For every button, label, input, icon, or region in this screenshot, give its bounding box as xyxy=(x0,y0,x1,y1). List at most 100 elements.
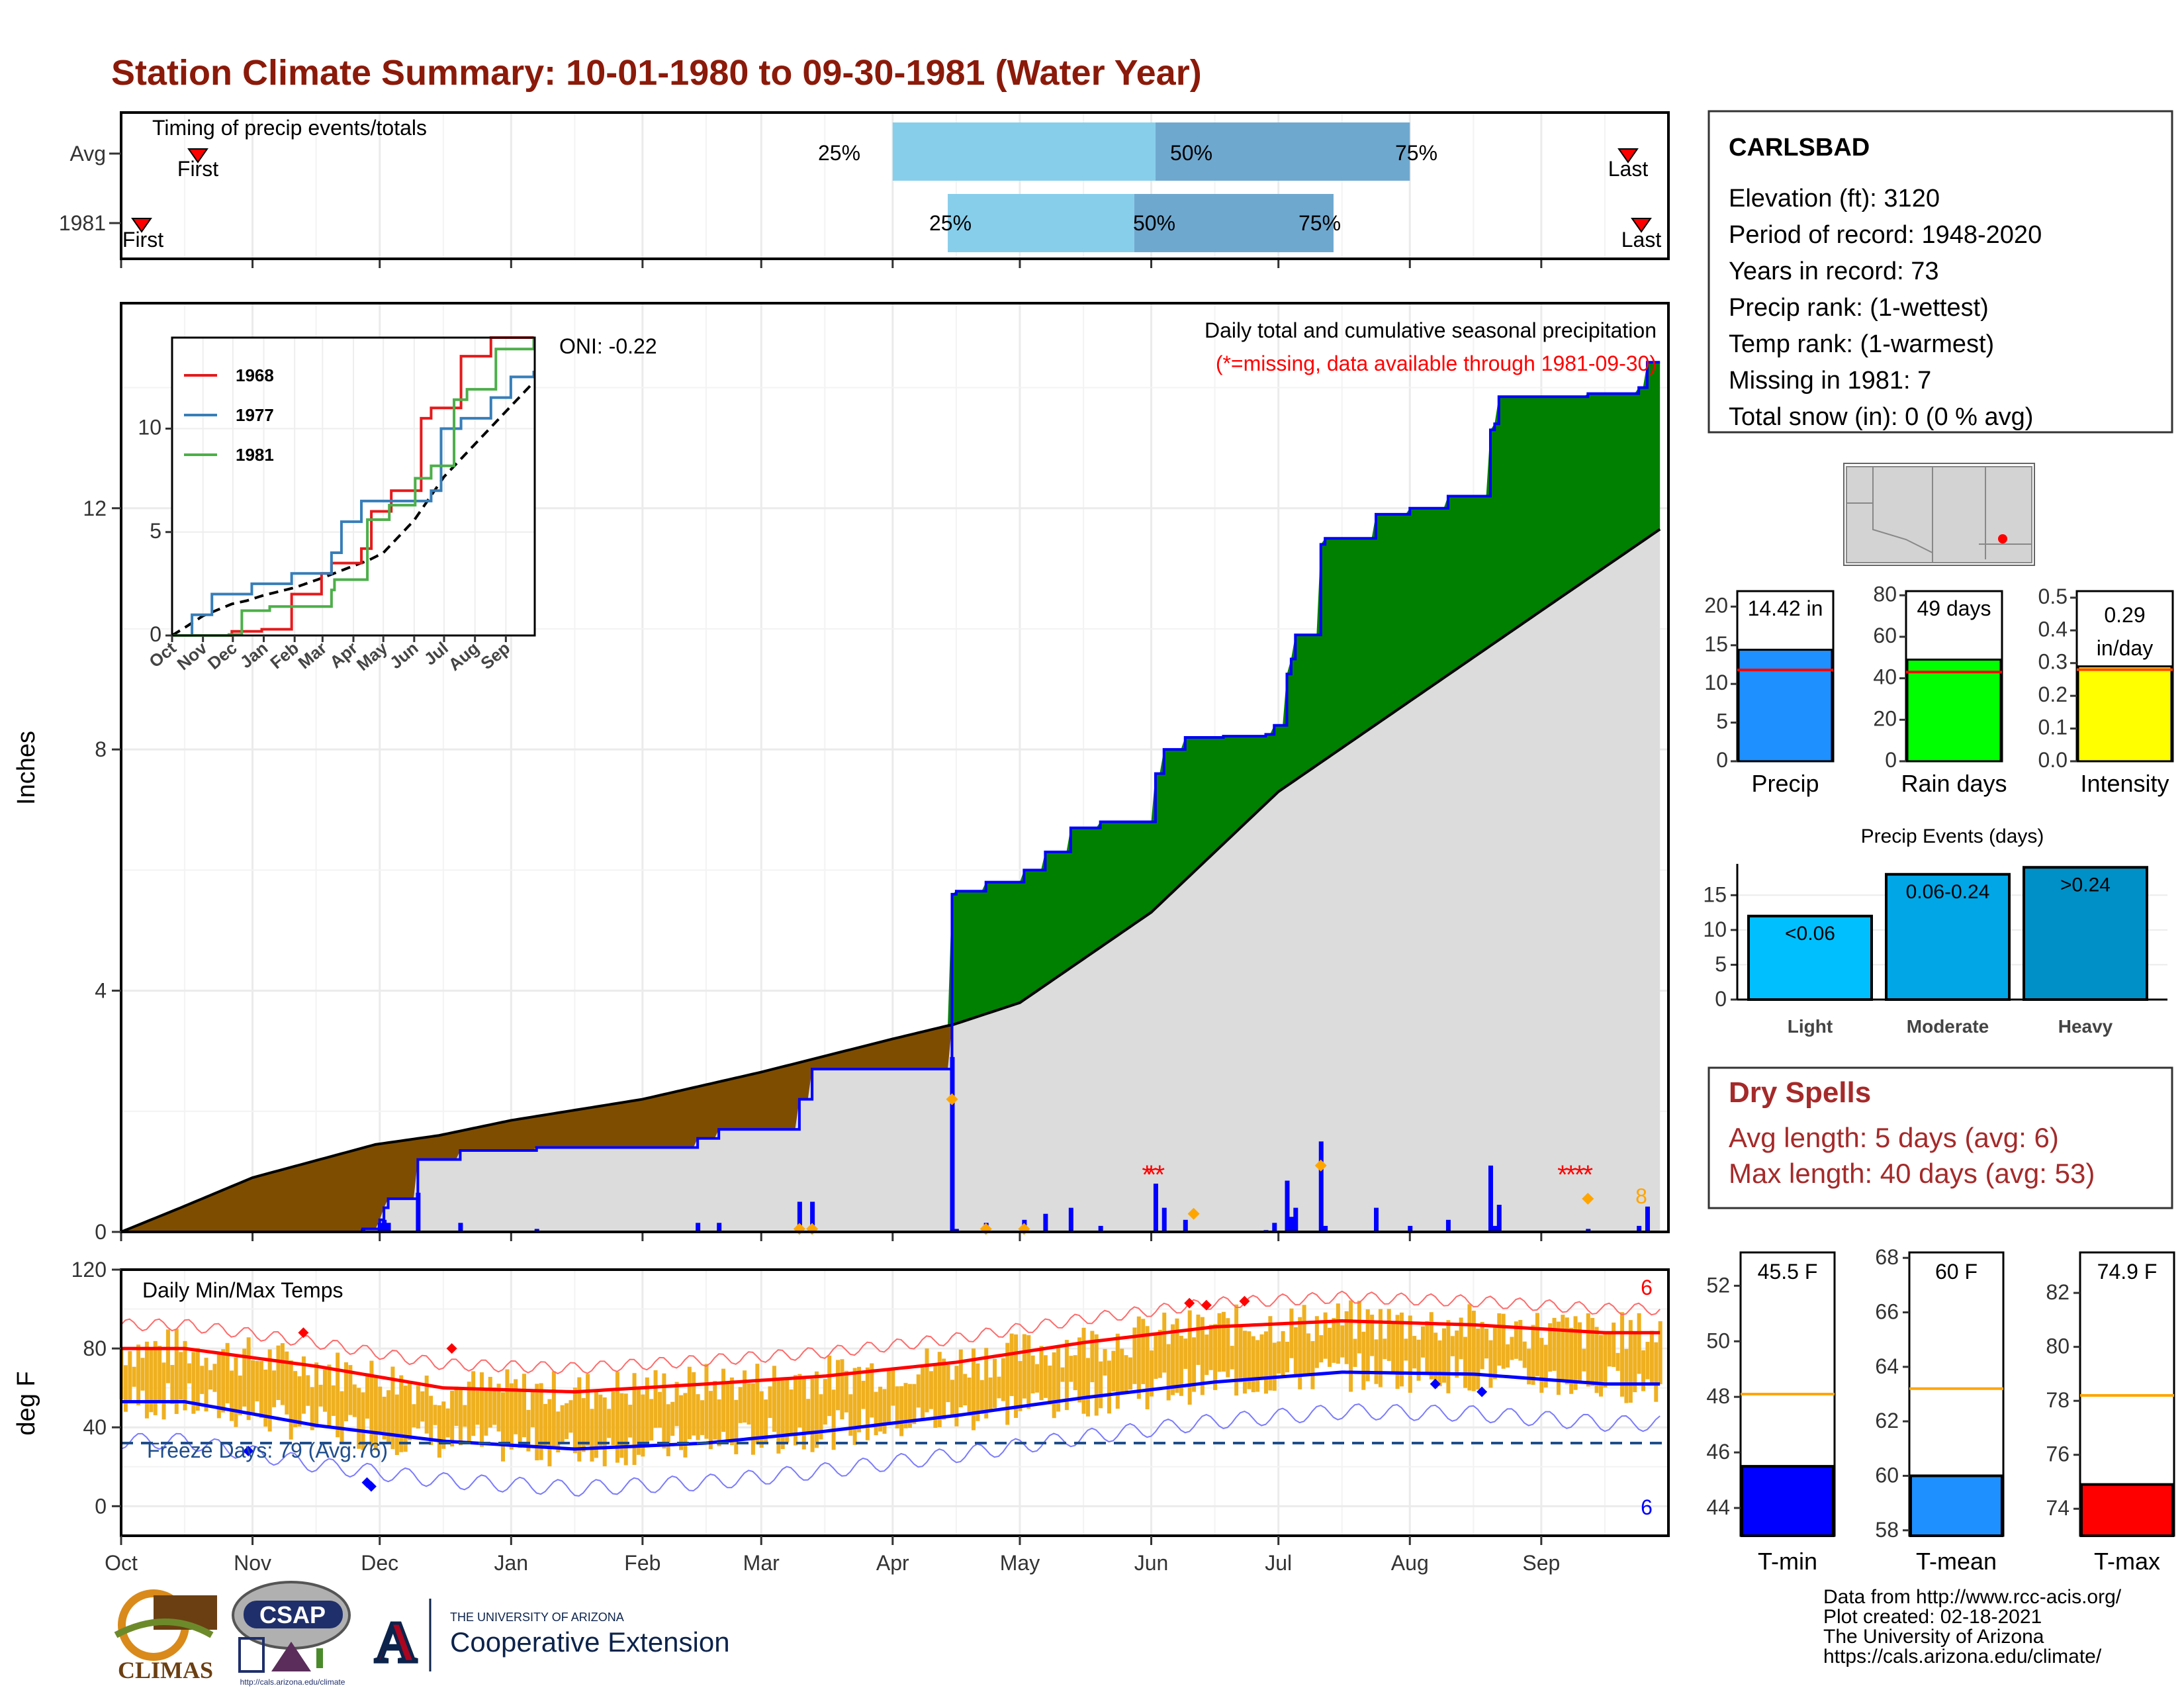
daily-temp-bar xyxy=(1030,1355,1035,1393)
daily-temp-bar xyxy=(636,1386,641,1455)
daily-temp-bar xyxy=(518,1389,522,1448)
daily-temp-bar xyxy=(810,1378,815,1452)
daily-temp-bar xyxy=(823,1379,827,1425)
daily-temp-bar xyxy=(340,1391,344,1442)
daily-temp-bar xyxy=(801,1378,806,1450)
daily-temp-bar xyxy=(641,1394,645,1457)
daily-precip-bar xyxy=(1068,1207,1073,1232)
mini-chart-ytick-label: 20 xyxy=(1704,593,1728,617)
daily-precip-bar xyxy=(1293,1207,1298,1232)
daily-temp-bar xyxy=(191,1352,196,1414)
precip-ylabel: Inches xyxy=(13,731,40,805)
ua-cooperative-extension: Cooperative Extension xyxy=(450,1626,730,1658)
daily-temp-bar xyxy=(293,1371,298,1427)
daily-temp-bar xyxy=(285,1351,289,1415)
daily-temp-bar xyxy=(230,1370,234,1421)
daily-temp-bar xyxy=(1196,1314,1201,1365)
daily-precip-bar xyxy=(717,1223,722,1232)
temp-summary-bar xyxy=(2080,1483,2174,1538)
mini-chart-value-label: 14.42 in xyxy=(1748,596,1823,620)
daily-temp-bar xyxy=(993,1358,997,1409)
daily-temp-bar xyxy=(1277,1341,1281,1374)
avg-first-marker xyxy=(187,148,208,164)
daily-temp-bar xyxy=(1213,1324,1218,1390)
daily-temp-bar xyxy=(679,1395,684,1450)
daily-temp-bar xyxy=(1522,1341,1527,1368)
daily-temp-bar xyxy=(836,1360,841,1411)
daily-temp-bar xyxy=(1217,1313,1222,1372)
temp-summary-ytick-label: 62 xyxy=(1875,1409,1899,1432)
daily-temp-bar xyxy=(500,1392,505,1462)
daily-temp-bar xyxy=(128,1350,132,1402)
mini-chart-ytick-label: 0.5 xyxy=(2038,585,2068,608)
daily-temp-bar xyxy=(267,1349,272,1432)
mini-chart-ytick-label: 15 xyxy=(1704,632,1728,656)
daily-temp-bar xyxy=(1154,1333,1158,1380)
temp-summary-ytick-label: 74 xyxy=(2046,1496,2070,1520)
footer-line-4: https://cals.arizona.edu/climate/ xyxy=(1823,1646,2102,1667)
daily-temp-bar xyxy=(1124,1355,1128,1393)
daily-temp-bar xyxy=(1251,1336,1255,1393)
missing-day-marker: * xyxy=(1142,1160,1152,1190)
daily-temp-bar xyxy=(467,1382,471,1443)
temp-summary-ytick-label: 58 xyxy=(1875,1518,1899,1542)
precip-ytick-label: 8 xyxy=(95,737,107,761)
mini-chart-bar xyxy=(2077,665,2173,763)
daily-temp-bar xyxy=(1314,1316,1319,1368)
missing-day-marker: * xyxy=(1557,1160,1568,1190)
above-average-area xyxy=(121,362,1661,1233)
daily-temp-bar xyxy=(738,1387,743,1423)
daily-temp-bar xyxy=(1437,1340,1442,1387)
tmax-records-count: 6 xyxy=(1641,1276,1653,1299)
daily-temp-bar xyxy=(1103,1348,1107,1376)
daily-temp-bar xyxy=(789,1389,794,1434)
daily-temp-bar xyxy=(632,1373,637,1465)
daily-temp-bar xyxy=(1150,1350,1154,1397)
inset-series-1968 xyxy=(172,336,534,637)
avg-last-label: Last xyxy=(1608,157,1649,181)
inset-legend-label: 1981 xyxy=(236,445,274,465)
missing-day-marker: * xyxy=(1583,1160,1594,1190)
daily-temp-bar xyxy=(216,1354,221,1419)
avg-last-marker xyxy=(1617,148,1639,164)
inset-series-1977 xyxy=(172,371,535,637)
daily-temp-bar xyxy=(1005,1342,1010,1425)
temp-summary-ytick-label: 66 xyxy=(1875,1300,1899,1324)
daily-temp-bar xyxy=(382,1396,387,1440)
daily-temp-bar xyxy=(683,1393,688,1458)
daily-temp-bar xyxy=(1136,1316,1141,1399)
temp-record-markers xyxy=(243,1295,1488,1492)
temp-summary-ytick-label: 48 xyxy=(1706,1384,1730,1408)
daily-temp-bar xyxy=(1569,1327,1574,1394)
daily-temp-bar xyxy=(1247,1331,1251,1389)
daily-temp-bar xyxy=(963,1374,968,1405)
daily-precip-bar xyxy=(1318,1141,1324,1232)
daily-temp-bar xyxy=(310,1387,314,1430)
daily-temp-bar xyxy=(225,1342,230,1403)
daily-temp-bar xyxy=(687,1366,692,1440)
daily-temp-bar xyxy=(768,1386,772,1419)
daily-temp-bar xyxy=(1259,1334,1264,1379)
daily-temp-bar xyxy=(187,1363,191,1383)
daily-temp-bar xyxy=(674,1382,679,1427)
daily-temp-bar xyxy=(179,1352,183,1400)
temp-summary-ytick-label: 68 xyxy=(1875,1245,1899,1269)
daily-temp-bar xyxy=(1132,1327,1137,1384)
tmax-record-marker xyxy=(1184,1297,1195,1309)
csap-wordmark: CSAP xyxy=(259,1601,326,1628)
daily-temp-bar xyxy=(954,1366,959,1427)
missing-day-marker: * xyxy=(1566,1160,1576,1190)
daily-precip-bar xyxy=(1492,1225,1498,1232)
daily-temp-bar xyxy=(471,1371,476,1436)
daily-temp-bar xyxy=(662,1373,666,1449)
daily-temp-bar xyxy=(429,1395,433,1446)
temp-title: Daily Min/Max Temps xyxy=(142,1278,343,1302)
climas-wordmark: CLIMAS xyxy=(118,1657,213,1683)
daily-temp-bar xyxy=(403,1385,408,1452)
daily-temp-bar xyxy=(352,1384,357,1417)
daily-temp-bar xyxy=(1014,1334,1019,1419)
dry-spells-title: Dry Spells xyxy=(1729,1076,1871,1109)
daily-temp-bar xyxy=(1094,1334,1099,1416)
daily-temp-bar xyxy=(729,1377,734,1446)
